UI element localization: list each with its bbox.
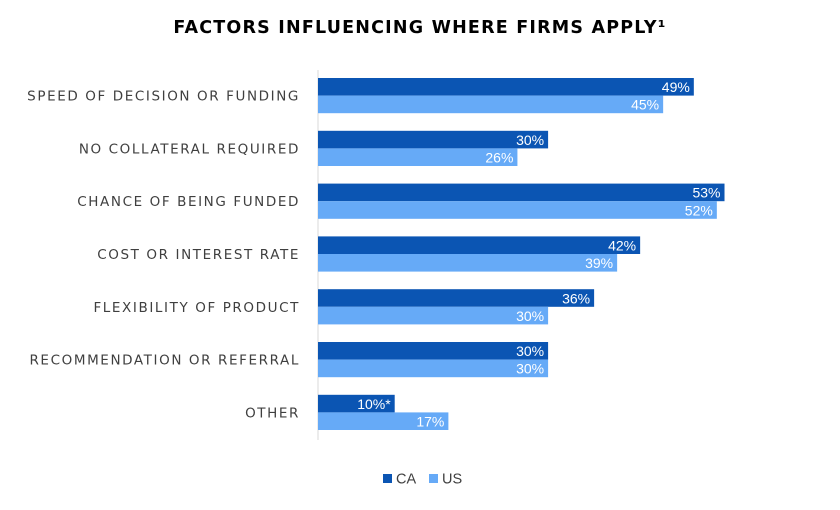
bar-us-cost-or-interest-rate <box>318 254 618 272</box>
bar-us-speed-of-decision-or-funding <box>318 95 664 114</box>
bar-ca-cost-or-interest-rate <box>318 236 641 254</box>
data-label-us-flexibility-of-product: 30% <box>516 308 544 324</box>
legend-swatch-us <box>429 474 438 483</box>
category-label-speed-of-decision-or-funding: SPEED OF DECISION OR FUNDING <box>27 89 300 105</box>
category-label-recommendation-or-referral: RECOMMENDATION OR REFERRAL <box>29 353 300 369</box>
bar-us-recommendation-or-referral <box>318 359 549 378</box>
category-label-other: OTHER <box>245 405 300 421</box>
data-label-ca-recommendation-or-referral: 30% <box>516 343 544 359</box>
bar-us-flexibility-of-product <box>318 306 549 325</box>
bar-us-chance-of-being-funded <box>318 201 717 219</box>
data-label-ca-chance-of-being-funded: 53% <box>692 185 720 201</box>
legend-label-us: US <box>442 472 462 488</box>
category-label-chance-of-being-funded: CHANCE OF BEING FUNDED <box>77 194 300 210</box>
data-label-ca-flexibility-of-product: 36% <box>562 290 590 306</box>
category-label-no-collateral-required: NO COLLATERAL REQUIRED <box>79 141 300 157</box>
data-label-us-cost-or-interest-rate: 39% <box>585 255 613 271</box>
category-label-cost-or-interest-rate: COST OR INTEREST RATE <box>97 247 300 263</box>
legend-swatch-ca <box>383 474 392 483</box>
data-label-ca-no-collateral-required: 30% <box>516 132 544 148</box>
category-label-flexibility-of-product: FLEXIBILITY OF PRODUCT <box>93 300 300 316</box>
data-label-ca-other: 10%* <box>357 396 391 412</box>
bar-ca-chance-of-being-funded <box>318 183 725 202</box>
legend-label-ca: CA <box>396 472 416 488</box>
data-label-ca-speed-of-decision-or-funding: 49% <box>662 79 690 95</box>
chart-title: FACTORS INFLUENCING WHERE FIRMS APPLY¹ <box>173 18 667 38</box>
data-label-us-other: 17% <box>416 414 444 430</box>
bar-us-other <box>318 412 449 430</box>
data-label-ca-cost-or-interest-rate: 42% <box>608 238 636 254</box>
bar-ca-other <box>318 394 395 413</box>
data-label-us-no-collateral-required: 26% <box>485 150 513 166</box>
bar-ca-no-collateral-required <box>318 130 549 149</box>
bar-us-no-collateral-required <box>318 148 518 166</box>
data-label-us-chance-of-being-funded: 52% <box>685 202 713 218</box>
bar-ca-flexibility-of-product <box>318 289 595 307</box>
bar-ca-recommendation-or-referral <box>318 342 549 360</box>
data-label-us-speed-of-decision-or-funding: 45% <box>631 97 659 113</box>
bar-ca-speed-of-decision-or-funding <box>318 78 694 96</box>
data-label-us-recommendation-or-referral: 30% <box>516 361 544 377</box>
